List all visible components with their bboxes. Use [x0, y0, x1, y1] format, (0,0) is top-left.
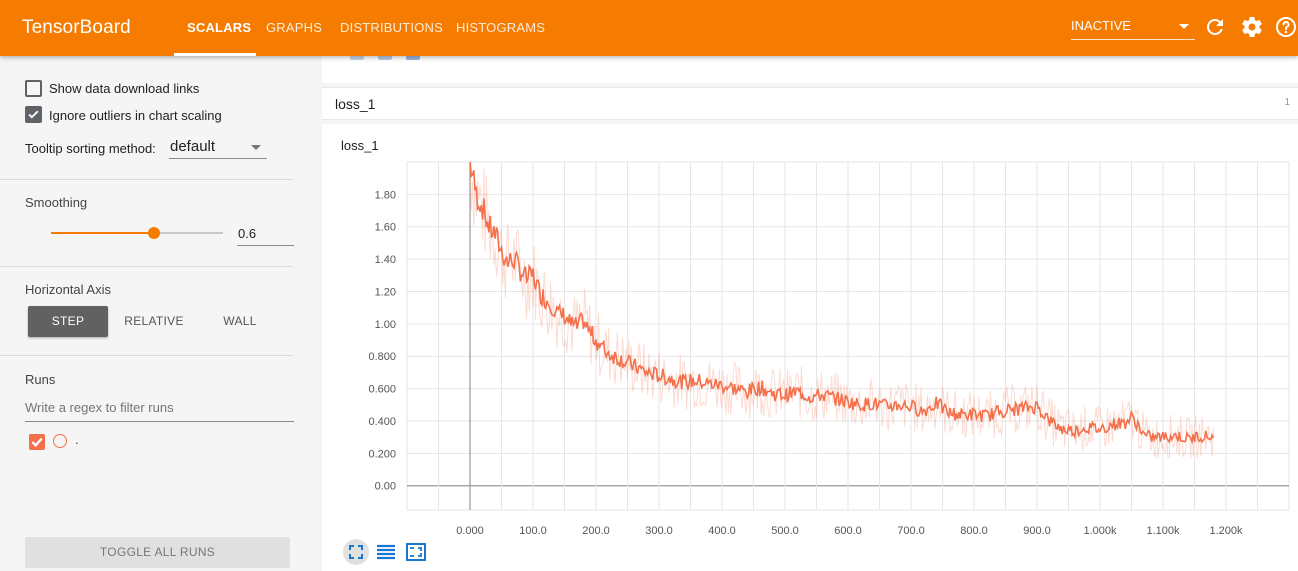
y-tick-label: 0.00 — [375, 481, 396, 493]
divider — [0, 266, 293, 267]
tooltip-sorting-label: Tooltip sorting method: — [25, 141, 156, 156]
divider — [0, 179, 293, 180]
y-tick-label: 1.00 — [375, 319, 396, 331]
card-header-title: loss_1 — [335, 96, 376, 112]
x-tick-label: 300.0 — [645, 525, 673, 537]
tab-distributions[interactable]: DISTRIBUTIONS — [340, 20, 443, 35]
y-tick-label: 0.800 — [368, 351, 396, 363]
x-tick-label: 100.0 — [519, 525, 547, 537]
smoothing-slider-knob[interactable] — [148, 227, 160, 239]
run-checkbox[interactable] — [29, 434, 45, 450]
runs-filter-input[interactable]: Write a regex to filter runs — [25, 400, 294, 422]
y-tick-label: 1.60 — [375, 222, 396, 234]
sidebar: Show data download links Ignore outliers… — [0, 56, 320, 571]
inactive-plugins-label: INACTIVE — [1071, 18, 1131, 33]
check-icon — [28, 110, 39, 119]
horizontal-axis-title: Horizontal Axis — [25, 282, 111, 297]
y-tick-label: 1.40 — [375, 254, 396, 266]
tab-scalars[interactable]: SCALARS — [187, 20, 252, 35]
card-header[interactable]: loss_1 1 — [322, 87, 1298, 120]
x-tick-label: 500.0 — [771, 525, 799, 537]
smoothing-slider-fill — [51, 232, 154, 234]
axis-step-button[interactable]: STEP — [28, 306, 108, 337]
loss-chart[interactable]: 0.00 0.200 0.400 0.600 0.800 1.00 1.20 1.40 1.60… — [322, 124, 1298, 571]
x-tick-label: 1.100k — [1146, 525, 1180, 537]
y-tick-label: 1.20 — [375, 286, 396, 298]
refresh-icon[interactable] — [1203, 15, 1227, 39]
tooltip-sorting-value: default — [170, 138, 216, 155]
x-tick-label: 700.0 — [897, 525, 925, 537]
x-tick-label: 600.0 — [834, 525, 862, 537]
x-tick-label: 800.0 — [960, 525, 988, 537]
active-tab-indicator — [174, 53, 256, 56]
chevron-down-icon — [251, 145, 261, 150]
chevron-down-icon — [1179, 24, 1189, 29]
y-tick-label: 0.400 — [368, 416, 396, 428]
tooltip-sorting-dropdown[interactable]: default — [169, 137, 267, 159]
x-tick-label: 900.0 — [1023, 525, 1051, 537]
ignore-outliers-checkbox[interactable] — [25, 106, 42, 123]
x-tick-label: 0.000 — [456, 525, 484, 537]
previous-card — [322, 50, 1298, 83]
inactive-plugins-dropdown[interactable]: INACTIVE — [1071, 18, 1195, 40]
settings-icon[interactable] — [1240, 15, 1264, 39]
toggle-log-scale-icon[interactable] — [372, 538, 400, 566]
series-raw-line — [469, 163, 1214, 460]
y-tick-label: 0.200 — [368, 448, 396, 460]
x-tick-label: 400.0 — [708, 525, 736, 537]
run-radio-button[interactable] — [53, 434, 67, 448]
ignore-outliers-label: Ignore outliers in chart scaling — [49, 108, 222, 123]
expand-chart-icon[interactable] — [402, 538, 430, 566]
x-tick-label: 200.0 — [582, 525, 610, 537]
help-icon[interactable] — [1274, 15, 1298, 39]
y-tick-label: 1.80 — [375, 189, 396, 201]
series-smoothed-line — [469, 162, 1215, 445]
toggle-all-runs-button[interactable]: TOGGLE ALL RUNS — [25, 537, 290, 568]
smoothing-title: Smoothing — [25, 195, 88, 210]
show-download-links-checkbox[interactable] — [25, 80, 42, 97]
axis-relative-button[interactable]: RELATIVE — [124, 314, 184, 328]
divider — [0, 355, 293, 356]
top-app-bar: TensorBoard SCALARS GRAPHS DISTRIBUTIONS… — [0, 0, 1298, 56]
card-header-count: 1 — [1284, 97, 1290, 108]
x-tick-label: 1.000k — [1083, 525, 1117, 537]
chart-title: loss_1 — [341, 138, 379, 153]
x-tick-label: 1.200k — [1209, 525, 1243, 537]
tab-histograms[interactable]: HISTOGRAMS — [456, 20, 546, 35]
tab-graphs[interactable]: GRAPHS — [266, 20, 323, 35]
runs-title: Runs — [25, 372, 56, 387]
run-name: . — [75, 432, 79, 447]
app-title: TensorBoard — [22, 17, 131, 38]
main-content: loss_1 1 loss_1 0.00 0.200 0.400 0.600 0.800… — [322, 50, 1298, 571]
axis-wall-button[interactable]: WALL — [223, 314, 257, 328]
y-tick-label: 0.600 — [368, 384, 396, 396]
chart-card: loss_1 0.00 0.200 0.400 0.600 0.800 1.00 1.20 1… — [322, 124, 1298, 571]
check-icon — [31, 437, 43, 448]
smoothing-input[interactable]: 0.6 — [237, 224, 294, 246]
show-download-links-label: Show data download links — [49, 81, 200, 96]
fit-to-data-icon[interactable] — [342, 538, 370, 566]
